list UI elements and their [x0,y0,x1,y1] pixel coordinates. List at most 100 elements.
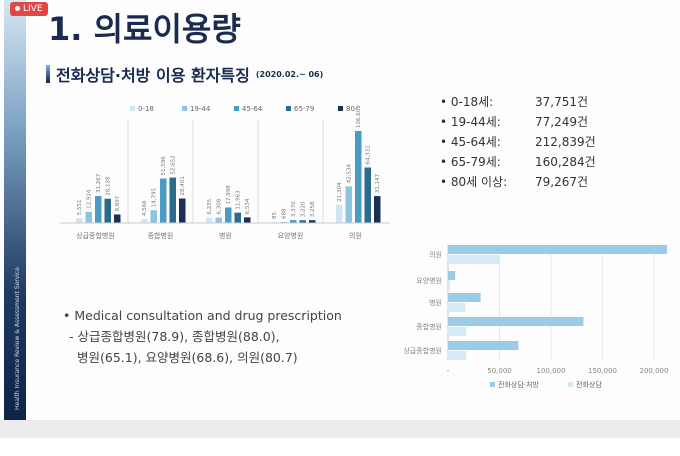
bar [448,351,467,360]
stat-label: • 80세 이상: [440,175,508,189]
data-label: 6,235 [207,198,213,214]
data-label: 21,304 [337,182,343,202]
data-label: 42,534 [347,164,353,184]
page-title: 1. 의료이용량 [48,10,241,48]
bar [225,207,232,223]
data-label: 17,998 [226,185,232,205]
data-label: 688 [282,208,288,219]
legend-label: 80- [346,105,358,113]
bar [299,220,306,223]
data-label: 31,147 [375,173,381,193]
x-tick-label: 50,000 [487,367,512,375]
data-label: 28,128 [106,176,112,196]
legend-label: 19-44 [190,105,211,113]
legend-swatch [234,106,239,111]
category-label: 종합병원 [416,322,442,331]
data-label: 51,596 [161,156,167,176]
bar [95,196,102,223]
bar [234,212,241,223]
stat-row: • 19-44세: 77,249건 [440,112,596,132]
x-tick-label: 150,000 [588,367,617,375]
data-label: 5,551 [77,199,83,215]
bar [374,196,381,223]
bar [336,204,343,223]
note-line: 병원(65.1), 요양병원(68.6), 의원(80.7) [77,350,298,365]
legend-swatch [286,106,291,111]
stat-value: 37,751건 [535,95,589,109]
category-label: 병원 [429,298,442,307]
bar [364,167,371,223]
bar [345,186,352,223]
notes: • Medical consultation and drug prescrip… [63,305,342,368]
stat-label: • 19-44세: [440,115,501,129]
legend-swatch [130,106,135,111]
bar [141,219,148,223]
bar [85,211,92,223]
bar [104,198,111,223]
legend-label: 전화상담 [576,380,602,389]
subtitle-text: 전화상담·처방 이용 환자특징 [56,66,250,85]
bar [206,217,213,223]
x-tick-label: 200,000 [640,367,669,375]
stat-row: • 80세 이상: 79,267건 [440,172,596,192]
age-stats-list: • 0-18세: 37,751건 • 19-44세: 77,249건 • 45-64세:… [440,92,596,192]
bar [215,217,222,223]
stat-row: • 65-79세: 160,284건 [440,152,596,172]
data-label: 31,267 [96,173,102,193]
stat-row: • 45-64세: 212,839건 [440,132,596,152]
legend-swatch [490,382,495,387]
data-label: 9,897 [115,195,121,211]
data-label: 6,308 [217,198,223,214]
category-label: 요양병원 [416,276,442,285]
legend-label: 0-18 [138,105,154,113]
live-badge: LIVE [10,2,48,16]
bar [448,245,667,254]
stat-label: • 65-79세: [440,155,501,169]
bar [169,177,176,223]
note-line: - 상급종합병원(78.9), 종합병원(88.0), [69,329,280,344]
data-label: 52,652 [171,155,177,174]
bar [76,218,83,223]
category-label: 의원 [429,250,442,259]
section-subtitle: 전화상담·처방 이용 환자특징 (2020.02.~ 06) [46,62,323,86]
legend-label: 65-79 [294,105,314,113]
period-label: (2020.02.~ 06) [255,69,324,79]
bar [448,255,500,264]
stat-label: • 0-18세: [440,95,494,109]
bar [448,327,467,336]
legend-label: 45-64 [242,105,263,113]
bar [448,303,466,312]
note-line: • Medical consultation and drug prescrip… [63,308,342,323]
legend-swatch [338,106,343,111]
stat-value: 160,284건 [535,155,596,169]
bar [448,341,519,350]
stat-value: 79,267건 [535,175,589,189]
data-label: 85 [272,212,278,219]
consultation-horizontal-bar-chart: - 50,000 100,000 150,000 200,000 의원요양병원병원종합병원… [403,245,669,389]
category-label: 병원 [219,231,232,240]
data-label: 14,795 [152,187,158,207]
stat-row: • 0-18세: 37,751건 [440,92,596,112]
bar [179,198,186,223]
bar [150,210,157,223]
legend-swatch [568,382,573,387]
category-label: 상급종합병원 [403,346,442,355]
data-label: 3,370 [291,201,297,217]
data-label: 28,401 [180,176,186,195]
data-label: 11,963 [236,190,242,210]
bar [290,220,297,223]
side-banner-text: Health Insurance Review & Assessment Ser… [14,267,21,410]
data-label: 64,331 [366,145,372,164]
bar [448,317,584,326]
data-label: 106,608 [356,105,362,128]
legend-swatch [182,106,187,111]
x-tick-label: - [447,367,450,375]
stat-label: • 45-64세: [440,135,501,149]
category-label: 상급종합병원 [76,231,115,240]
side-banner: Health Insurance Review & Assessment Ser… [4,0,26,420]
bar [114,214,121,223]
stat-value: 212,839건 [535,135,596,149]
subtitle-marker [46,65,50,83]
bar [244,217,251,223]
bar [448,293,481,302]
